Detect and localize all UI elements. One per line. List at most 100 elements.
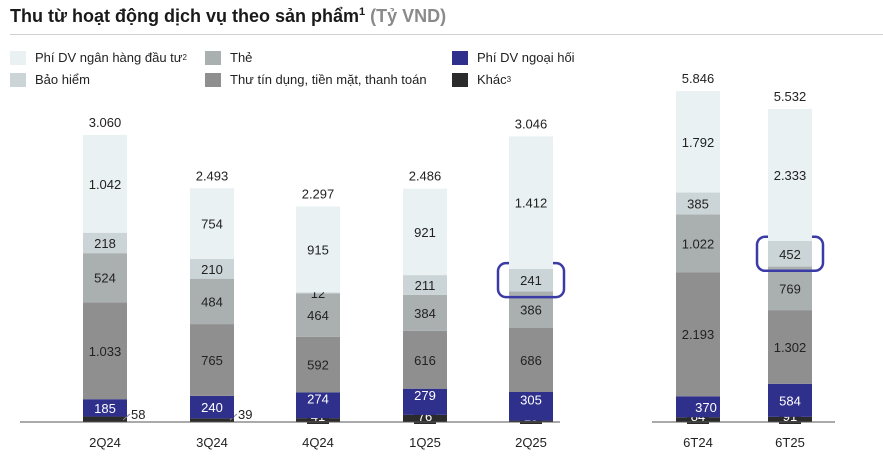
title-divider [10, 34, 883, 35]
legend-label: Thư tín dụng, tiền mặt, thanh toán [230, 72, 427, 87]
total-label: 3.060 [89, 115, 122, 130]
bar-segment [83, 253, 127, 303]
value-label: 1.302 [774, 340, 807, 355]
total-label: 2.493 [196, 168, 229, 183]
bar-segment [190, 418, 234, 422]
bar-segment [296, 293, 340, 337]
value-label: 386 [520, 303, 542, 318]
bar-segment [190, 258, 234, 279]
value-label: 2.333 [774, 168, 807, 183]
legend-label: Phí DV ngoại hối [477, 50, 575, 65]
legend-trade-finance: Thư tín dụng, tiền mặt, thanh toán [205, 72, 427, 87]
legend-label: Thẻ [230, 50, 253, 65]
title-text: Thu từ hoạt động dịch vụ theo sản phẩm [10, 6, 360, 26]
value-label: 39 [238, 407, 252, 422]
bar-segment [509, 391, 553, 421]
value-label: 1.033 [89, 344, 122, 359]
value-label: 370 [695, 400, 717, 415]
legend-card: Thẻ [205, 50, 252, 65]
bar-segment [768, 266, 812, 311]
bar-segment [296, 206, 340, 293]
value-label: 754 [201, 217, 223, 232]
total-label: 5.532 [774, 89, 807, 104]
bar-segment [83, 232, 127, 254]
bar-segment [676, 91, 720, 193]
value-label: 384 [414, 306, 436, 321]
value-label: 524 [94, 271, 116, 286]
value-label: 1.412 [515, 196, 548, 211]
legend-swatch [10, 72, 26, 87]
value-label: 58 [131, 407, 145, 422]
chart-title: Thu từ hoạt động dịch vụ theo sản phẩm1 … [10, 6, 446, 27]
value-label: 452 [779, 247, 801, 262]
value-label: 185 [94, 401, 116, 416]
bar-segment [509, 136, 553, 269]
legend-swatch [205, 72, 221, 87]
total-label: 3.046 [515, 116, 548, 131]
bar-segment [768, 383, 812, 417]
value-label: 1.792 [682, 135, 715, 150]
bar-segment [190, 324, 234, 396]
bar-segment [296, 292, 340, 294]
bar-segment [676, 272, 720, 397]
legend-label: Bảo hiểm [35, 72, 90, 87]
bar-segment [190, 278, 234, 325]
bar-segment [83, 134, 127, 233]
bar-segment [768, 108, 812, 241]
value-label: 218 [94, 236, 116, 251]
value-label: 240 [201, 400, 223, 415]
bar-segment [296, 392, 340, 419]
bar-segment [403, 294, 447, 331]
value-label: 464 [307, 308, 329, 323]
title-footnote: 1 [359, 6, 366, 18]
bar-segment [676, 192, 720, 215]
category-label: 1Q25 [409, 435, 441, 450]
total-label: 2.297 [302, 186, 335, 201]
title-unit: (Tỷ VND) [370, 6, 447, 26]
legend-swatch [452, 50, 468, 65]
bar-segment [190, 395, 234, 419]
legend-swatch [452, 72, 468, 87]
value-label: 385 [687, 196, 709, 211]
category-label: 6T25 [775, 435, 805, 450]
legend-fx: Phí DV ngoại hối [452, 50, 575, 65]
bar-segment [676, 214, 720, 273]
bar-segment [296, 336, 340, 393]
bar-segment [83, 302, 127, 400]
value-label: 2.193 [682, 327, 715, 342]
value-label: 305 [520, 392, 542, 407]
value-label: 921 [414, 225, 436, 240]
value-label: 210 [201, 262, 223, 277]
bar-segment [190, 188, 234, 259]
leader-line [122, 413, 131, 421]
value-label: 279 [414, 388, 436, 403]
legend-label: Khác [477, 72, 507, 87]
bar-segment [403, 330, 447, 389]
category-label: 2Q25 [515, 435, 547, 450]
value-label: 686 [520, 353, 542, 368]
bar-segment [768, 240, 812, 267]
value-label: 274 [307, 391, 329, 406]
bar-segment [676, 396, 720, 418]
category-label: 4Q24 [302, 435, 334, 450]
legend-footnote: 3 [506, 75, 512, 84]
bar-segment [509, 327, 553, 392]
value-label: 484 [201, 294, 223, 309]
legend-swatch [10, 50, 26, 65]
legend-insurance: Bảo hiểm [10, 72, 90, 87]
total-label: 2.486 [409, 169, 442, 184]
total-label: 5.846 [682, 71, 715, 86]
category-label: 3Q24 [196, 435, 228, 450]
value-label: 765 [201, 353, 223, 368]
value-label: 241 [520, 273, 542, 288]
bar-segment [509, 268, 553, 292]
value-label: 915 [307, 242, 329, 257]
value-label: 1.022 [682, 236, 715, 251]
value-label: 211 [415, 278, 436, 293]
legend-swatch [205, 50, 221, 65]
bar-segment [83, 416, 127, 422]
bar-segment [768, 310, 812, 384]
value-label: 616 [414, 353, 436, 368]
